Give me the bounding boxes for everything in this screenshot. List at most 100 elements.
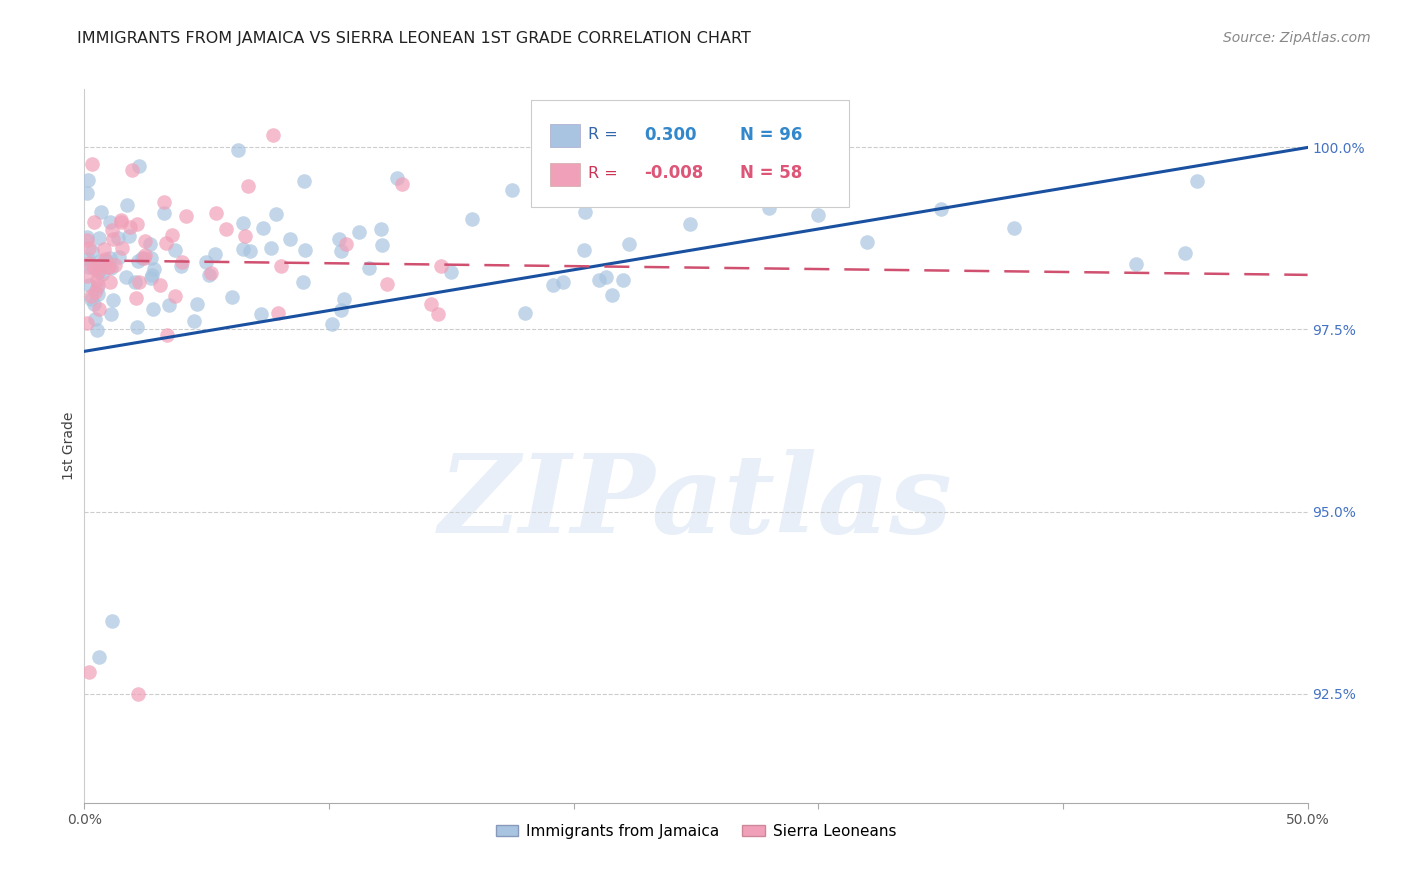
Point [226,144,249,158]
Point [249,307,271,321]
Point [186,296,208,310]
Point [252,221,274,235]
Text: R =: R = [588,166,619,181]
Point [440,265,463,279]
Point [678,217,700,231]
Point [160,227,183,242]
Point [128,275,150,289]
Point [83,215,105,229]
Point [170,260,193,274]
Point [264,206,287,220]
Text: R =: R = [588,128,619,143]
Point [262,128,284,142]
Text: IMMIGRANTS FROM JAMAICA VS SIERRA LEONEAN 1ST GRADE CORRELATION CHART: IMMIGRANTS FROM JAMAICA VS SIERRA LEONEA… [77,31,751,46]
Point [501,183,523,197]
Point [83,261,105,276]
Point [127,687,149,701]
Point [100,307,122,321]
Point [194,255,217,269]
Point [141,251,163,265]
Point [236,179,259,194]
Point [128,159,150,173]
Point [553,275,575,289]
Point [294,243,316,257]
Point [76,186,98,200]
Point [98,251,121,265]
Point [98,260,121,275]
Point [76,316,98,330]
Point [612,273,634,287]
Point [375,277,398,292]
Point [89,265,111,279]
Point [79,260,101,274]
Point [163,243,186,257]
Point [595,270,617,285]
Point [120,220,142,235]
Point [98,215,121,229]
Point [76,230,98,244]
Legend: Immigrants from Jamaica, Sierra Leoneans: Immigrants from Jamaica, Sierra Leoneans [489,818,903,845]
FancyBboxPatch shape [550,162,579,186]
Point [87,260,110,274]
Point [132,251,155,265]
Point [100,275,122,289]
Point [430,259,453,273]
Point [77,665,100,679]
Point [115,270,138,285]
Point [76,269,98,284]
Point [333,292,356,306]
Point [121,163,143,178]
Point [104,258,127,272]
Point [100,223,122,237]
Point [347,225,370,239]
Point [101,232,124,246]
Point [125,217,148,231]
Point [124,275,146,289]
Point [391,177,413,191]
Text: N = 96: N = 96 [740,126,803,144]
Text: ZIPatlas: ZIPatlas [439,450,953,557]
Point [141,270,163,285]
Point [232,242,254,256]
Point [174,209,197,223]
Point [96,253,118,268]
Point [371,238,394,252]
Point [127,320,149,334]
Point [370,222,392,236]
Point [86,281,108,295]
Point [80,156,103,170]
Point [600,288,623,302]
Point [321,317,343,331]
Point [87,301,110,316]
Point [270,259,292,273]
Point [572,243,595,257]
Point [427,307,450,321]
Point [385,171,408,186]
Text: N = 58: N = 58 [740,164,803,182]
Point [233,229,256,244]
Point [183,314,205,328]
Point [142,302,165,317]
Point [110,214,132,228]
Point [77,278,100,293]
Point [807,208,830,222]
Point [1187,173,1209,187]
Point [541,278,564,293]
Point [156,327,179,342]
Point [80,289,103,303]
Point [80,244,103,259]
Point [83,285,105,299]
Point [617,236,640,251]
Point [127,254,149,268]
Point [155,236,177,251]
Point [929,202,952,217]
Point [200,266,222,280]
Point [84,312,107,326]
FancyBboxPatch shape [531,100,849,207]
Point [139,236,162,251]
Point [574,205,596,219]
Point [86,323,108,337]
Point [87,263,110,277]
Point [115,197,138,211]
Point [157,298,180,312]
